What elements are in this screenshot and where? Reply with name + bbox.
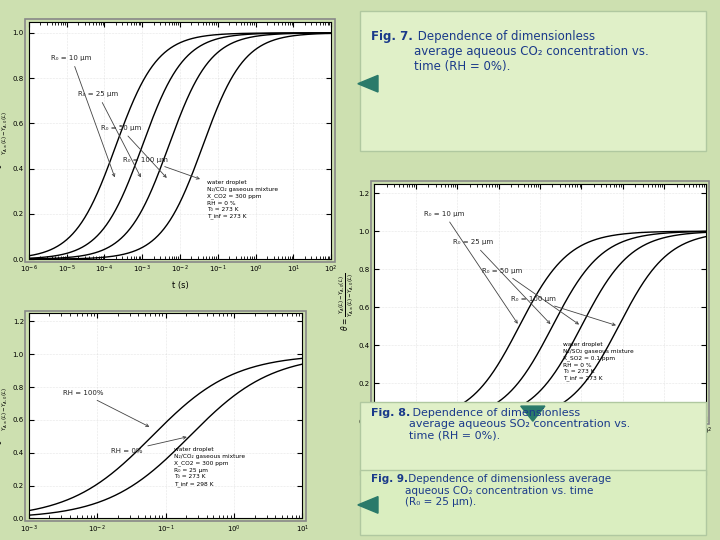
Text: R₀ = 25 μm: R₀ = 25 μm bbox=[78, 91, 140, 177]
Text: R₀ = 50 μm: R₀ = 50 μm bbox=[482, 268, 578, 324]
Text: R₀ = 10 μm: R₀ = 10 μm bbox=[52, 55, 115, 177]
Text: Fig. 8.: Fig. 8. bbox=[371, 408, 410, 418]
Text: Dependence of dimensionless average
aqueous CO₂ concentration vs. time
(R₀ = 25 : Dependence of dimensionless average aque… bbox=[405, 474, 611, 507]
Text: RH = 100%: RH = 100% bbox=[63, 390, 148, 427]
X-axis label: t (s): t (s) bbox=[171, 281, 189, 290]
Text: Dependence of dimensionless
average aqueous CO₂ concentration vs.
time (RH = 0%): Dependence of dimensionless average aque… bbox=[414, 30, 649, 73]
Text: R₀ = 100 μm: R₀ = 100 μm bbox=[123, 157, 199, 179]
Text: R₀ = 25 μm: R₀ = 25 μm bbox=[453, 239, 550, 323]
Y-axis label: $\theta=\frac{Y_A(L)-Y_{A,0}(L)}{Y_{A,\infty}(L)-Y_{A,0}(L)}$: $\theta=\frac{Y_A(L)-Y_{A,0}(L)}{Y_{A,\i… bbox=[337, 273, 356, 332]
Text: water droplet
N₂/CO₂ gaseous mixture
X_CO2 = 300 ppm
R₀ = 25 μm
T₀ = 273 K
T_inf: water droplet N₂/CO₂ gaseous mixture X_C… bbox=[174, 448, 245, 487]
Text: Dependence of dimensionless
average aqueous SO₂ concentration vs.
time (RH = 0%): Dependence of dimensionless average aque… bbox=[409, 408, 630, 441]
X-axis label: t (s): t (s) bbox=[531, 443, 549, 452]
Text: water droplet
N₂/SO₂ gaseous mixture
X_SO2 = 0.1 ppm
RH = 0 %
T₀ = 273 K
T_inf =: water droplet N₂/SO₂ gaseous mixture X_S… bbox=[563, 342, 634, 381]
Text: Fig. 7.: Fig. 7. bbox=[371, 30, 413, 43]
Y-axis label: $\theta=\frac{Y_A(L)-Y_{A,0}(L)}{Y_{A,\infty}(L)-Y_{A,0}(L)}$: $\theta=\frac{Y_A(L)-Y_{A,0}(L)}{Y_{A,\i… bbox=[0, 111, 10, 170]
Text: RH = 0%: RH = 0% bbox=[111, 436, 186, 454]
Text: Fig. 9.: Fig. 9. bbox=[371, 474, 408, 484]
Text: water droplet
N₂/CO₂ gaseous mixture
X_CO2 = 300 ppm
RH = 0 %
T₀ = 273 K
T_inf =: water droplet N₂/CO₂ gaseous mixture X_C… bbox=[207, 180, 279, 219]
Text: R₀ = 100 μm: R₀ = 100 μm bbox=[511, 296, 615, 326]
Y-axis label: $\theta=\frac{Y_A(L)-Y_{A,0}(L)}{Y_{A,\infty}(L)-Y_{A,0}(L)}$: $\theta=\frac{Y_A(L)-Y_{A,0}(L)}{Y_{A,\i… bbox=[0, 387, 10, 445]
Text: R₀ = 50 μm: R₀ = 50 μm bbox=[101, 125, 166, 177]
Text: R₀ = 10 μm: R₀ = 10 μm bbox=[424, 211, 517, 323]
